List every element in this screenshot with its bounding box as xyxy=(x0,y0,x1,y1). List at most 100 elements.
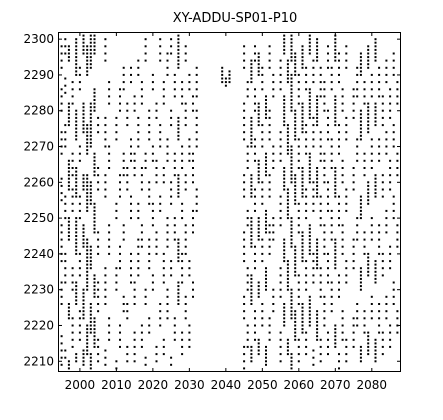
data-point xyxy=(301,170,304,173)
data-point xyxy=(140,345,143,348)
data-point xyxy=(89,363,92,366)
data-point xyxy=(268,195,271,198)
data-point xyxy=(173,224,176,227)
data-point xyxy=(181,331,184,334)
data-point xyxy=(257,56,260,59)
data-point xyxy=(389,159,392,162)
data-point xyxy=(316,192,319,195)
data-point xyxy=(144,52,147,55)
data-point xyxy=(86,353,89,356)
data-point xyxy=(265,360,267,363)
data-point xyxy=(108,245,111,248)
data-point xyxy=(367,188,370,191)
data-point xyxy=(82,353,85,356)
x-tick-label: 2010 xyxy=(101,378,132,392)
data-point xyxy=(86,127,89,130)
data-point xyxy=(265,106,267,109)
data-point xyxy=(166,138,169,141)
data-point xyxy=(257,353,260,356)
data-point xyxy=(144,363,147,366)
data-point xyxy=(261,252,264,255)
data-point xyxy=(104,288,107,291)
data-point xyxy=(316,242,319,245)
data-point xyxy=(316,102,319,105)
data-point xyxy=(316,38,319,41)
data-point xyxy=(290,59,293,62)
data-point xyxy=(359,59,362,62)
data-point xyxy=(385,145,388,148)
data-point xyxy=(177,120,180,123)
data-point xyxy=(188,159,191,162)
data-point xyxy=(137,116,140,119)
data-point xyxy=(389,109,392,112)
data-point xyxy=(370,238,373,241)
data-point xyxy=(378,331,381,334)
data-point xyxy=(330,310,333,313)
data-point xyxy=(316,324,319,327)
data-point xyxy=(177,181,180,184)
data-point xyxy=(378,88,381,91)
data-point xyxy=(140,224,143,227)
data-point xyxy=(250,145,253,148)
data-point xyxy=(392,124,395,127)
data-point xyxy=(115,288,118,291)
data-point xyxy=(297,288,300,291)
data-point xyxy=(93,99,96,101)
data-point xyxy=(97,303,100,305)
data-point xyxy=(166,217,169,220)
y-tick-label: 2210 xyxy=(23,354,54,368)
data-point xyxy=(257,124,260,127)
data-point xyxy=(82,306,85,309)
data-point xyxy=(148,238,151,241)
data-point xyxy=(297,167,300,169)
data-point xyxy=(345,138,348,141)
data-point xyxy=(359,206,362,209)
data-point xyxy=(67,56,70,59)
data-point xyxy=(140,81,143,84)
data-point xyxy=(265,224,267,227)
data-point xyxy=(228,81,231,84)
data-point xyxy=(64,217,67,220)
data-point xyxy=(283,252,286,255)
data-point xyxy=(301,56,304,59)
data-point xyxy=(381,267,384,270)
data-point xyxy=(82,303,85,305)
y-tick-label: 2250 xyxy=(23,211,54,225)
data-point xyxy=(265,288,267,291)
data-point xyxy=(286,138,289,141)
data-point xyxy=(367,66,370,69)
data-point xyxy=(257,120,260,123)
data-point xyxy=(177,295,180,298)
data-point xyxy=(316,120,319,123)
data-point xyxy=(148,109,151,112)
data-point xyxy=(301,63,304,66)
data-point xyxy=(330,238,333,241)
data-point xyxy=(97,338,100,341)
data-point xyxy=(374,356,377,359)
data-point xyxy=(308,170,311,173)
data-point xyxy=(104,267,107,270)
data-point xyxy=(356,217,359,220)
data-point xyxy=(93,102,96,105)
data-point xyxy=(334,184,337,187)
data-point xyxy=(338,353,340,356)
data-point xyxy=(327,181,329,184)
data-point xyxy=(294,252,297,255)
data-point xyxy=(181,102,184,105)
data-point xyxy=(257,52,260,55)
data-point xyxy=(268,59,271,62)
data-point xyxy=(392,217,395,220)
data-point xyxy=(356,231,359,234)
data-point xyxy=(381,331,384,334)
data-point xyxy=(60,131,63,134)
data-point xyxy=(385,295,388,298)
data-point xyxy=(181,345,184,348)
data-point xyxy=(385,310,388,313)
data-point xyxy=(389,252,392,255)
data-point xyxy=(130,138,132,141)
data-point xyxy=(181,217,184,220)
data-point xyxy=(338,138,340,141)
data-point xyxy=(294,274,297,277)
data-point xyxy=(243,116,246,119)
data-point xyxy=(170,116,173,119)
